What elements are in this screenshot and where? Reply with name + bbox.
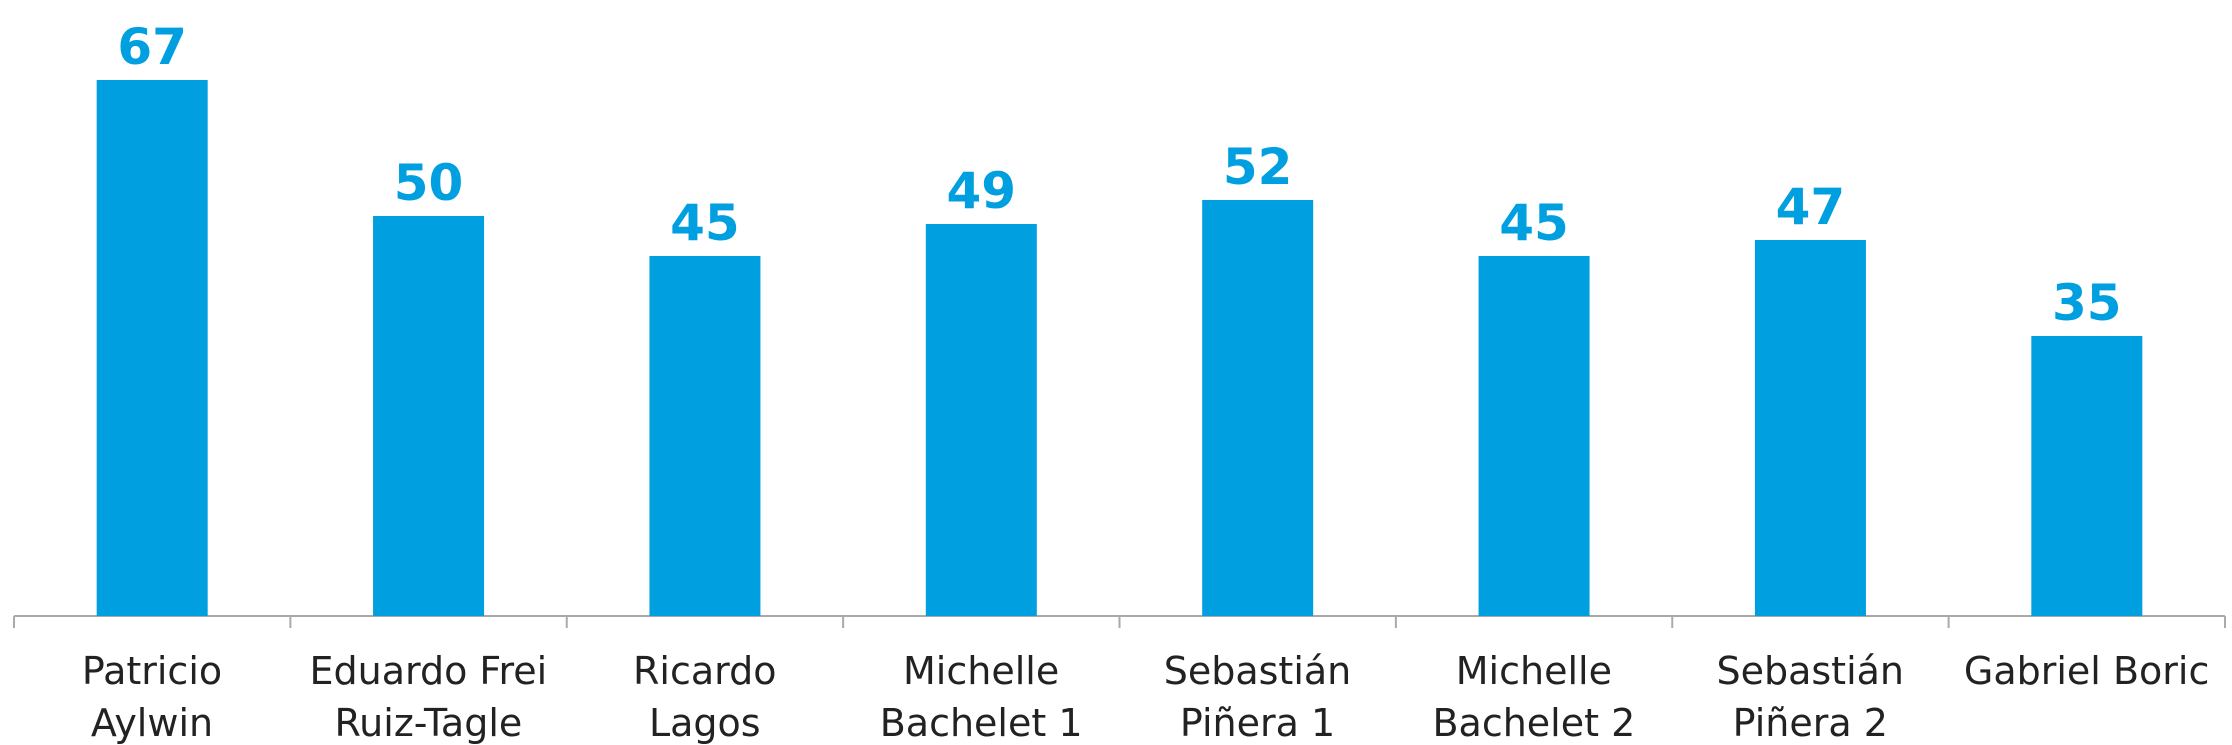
bar <box>925 224 1037 616</box>
x-tick-label: Patricio Aylwin <box>81 649 223 745</box>
value-label: 35 <box>2052 274 2122 332</box>
value-label: 45 <box>1499 194 1569 252</box>
value-label: 45 <box>670 194 740 252</box>
bar <box>1478 256 1590 616</box>
value-label: 47 <box>1776 178 1846 236</box>
value-label: 52 <box>1223 138 1293 196</box>
bar <box>1754 240 1866 616</box>
x-tick-label: Eduardo Frei Ruiz-Tagle <box>309 649 548 745</box>
value-label: 50 <box>394 154 464 212</box>
x-tick-label: Gabriel Boric <box>1963 649 2210 693</box>
bar <box>96 80 208 616</box>
bar <box>649 256 761 616</box>
bar <box>1202 200 1314 616</box>
value-label: 67 <box>117 18 187 76</box>
x-tick-label: Sebastián Piñera 1 <box>1163 649 1352 745</box>
x-tick-label: Ricardo Lagos <box>633 649 777 745</box>
bar <box>2031 336 2143 616</box>
value-label: 49 <box>947 162 1017 220</box>
x-tick-label: Michelle Bachelet 2 <box>1432 649 1636 745</box>
x-tick-label: Sebastián Piñera 2 <box>1716 649 1905 745</box>
x-tick-label: Michelle Bachelet 1 <box>879 649 1083 745</box>
bar <box>373 216 485 616</box>
